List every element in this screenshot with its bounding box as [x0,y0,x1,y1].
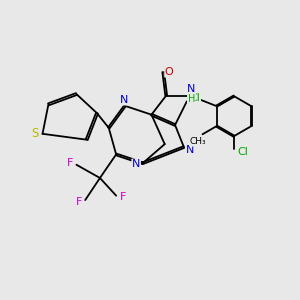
Text: F: F [76,196,82,206]
Text: F: F [67,158,73,168]
Text: S: S [32,127,39,140]
Text: CH₃: CH₃ [190,137,206,146]
Text: Cl: Cl [190,93,200,103]
Text: N: N [187,84,195,94]
Text: Cl: Cl [237,147,248,158]
Text: H: H [188,94,195,104]
Text: O: O [165,67,173,77]
Text: N: N [132,159,140,169]
Text: N: N [120,95,128,105]
Text: F: F [119,192,126,202]
Text: N: N [186,145,194,155]
